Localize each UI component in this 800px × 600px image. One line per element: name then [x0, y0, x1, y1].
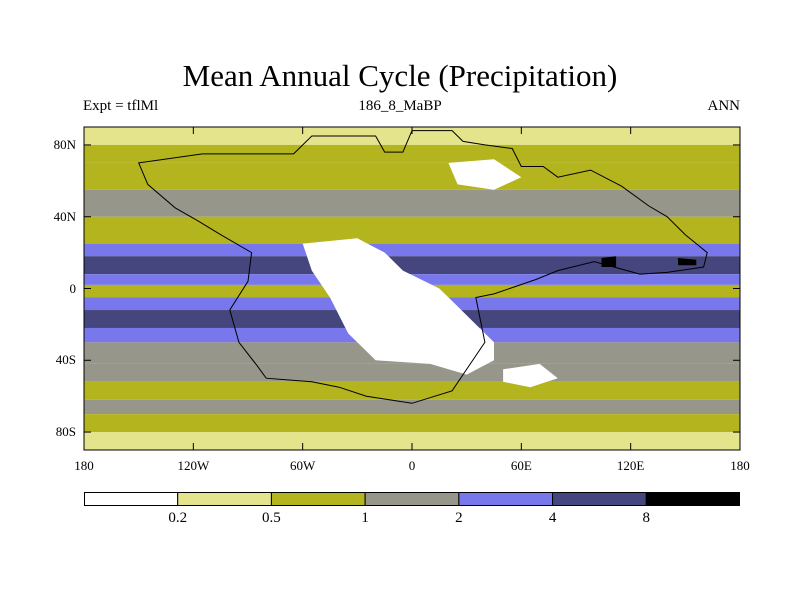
lon-tick-label: 180	[730, 458, 750, 473]
colorbar-label: 0.5	[262, 510, 281, 526]
colorbar-swatch	[177, 492, 272, 506]
precip-band-15	[84, 399, 740, 415]
precip-band-4	[84, 216, 740, 244]
experiment-label: Expt = tflMl	[83, 98, 159, 114]
colorbar-swatch	[645, 492, 740, 506]
lon-tick-label: 60E	[510, 458, 532, 473]
lat-tick-label: 80S	[55, 424, 76, 440]
precip-band-0	[84, 127, 740, 145]
lat-tick-label: 40N	[53, 208, 76, 224]
colorbar-swatch	[364, 492, 460, 506]
colorbar-outline	[84, 492, 740, 506]
age-label: 186_8_MaBP	[358, 98, 442, 114]
precip-band-17	[84, 432, 740, 450]
lat-tick-label: 40S	[55, 352, 76, 368]
colorbar-label: 0.2	[168, 510, 188, 526]
precip-region-0	[302, 238, 494, 375]
map-field	[84, 127, 740, 450]
lat-tick-label: 80N	[53, 136, 76, 152]
precip-region-1	[448, 159, 522, 190]
precip-region-4	[678, 258, 697, 266]
lon-tick-label: 180	[74, 458, 94, 473]
coastline	[137, 130, 708, 404]
colorbar-label: 4	[548, 510, 557, 526]
precip-band-1	[84, 144, 740, 163]
lon-tick-label: 60W	[290, 458, 316, 473]
precip-band-5	[84, 243, 740, 257]
precip-band-2	[84, 162, 740, 190]
precip-band-6	[84, 256, 740, 275]
lon-tick-label: 120E	[616, 458, 645, 473]
colorbar-swatch	[458, 492, 554, 506]
precip-region-2	[503, 363, 558, 388]
colorbar	[84, 492, 740, 506]
colorbar-swatch	[270, 492, 366, 506]
precip-band-16	[84, 414, 740, 433]
period-label: ANN	[707, 98, 741, 114]
precip-band-13	[84, 363, 740, 382]
colorbar-swatch	[84, 492, 179, 506]
colorbar-label: 8	[642, 510, 651, 526]
lon-tick-label: 0	[408, 458, 416, 473]
colorbar-swatch	[552, 492, 647, 506]
lat-tick-label: 0	[69, 280, 77, 296]
colorbar-label: 1	[361, 510, 369, 526]
map-title: Mean Annual Cycle (Precipitation)	[182, 58, 618, 93]
precip-band-3	[84, 189, 740, 217]
lon-tick-label: 120W	[177, 458, 210, 473]
colorbar-label: 2	[455, 510, 463, 526]
precip-band-14	[84, 381, 740, 400]
